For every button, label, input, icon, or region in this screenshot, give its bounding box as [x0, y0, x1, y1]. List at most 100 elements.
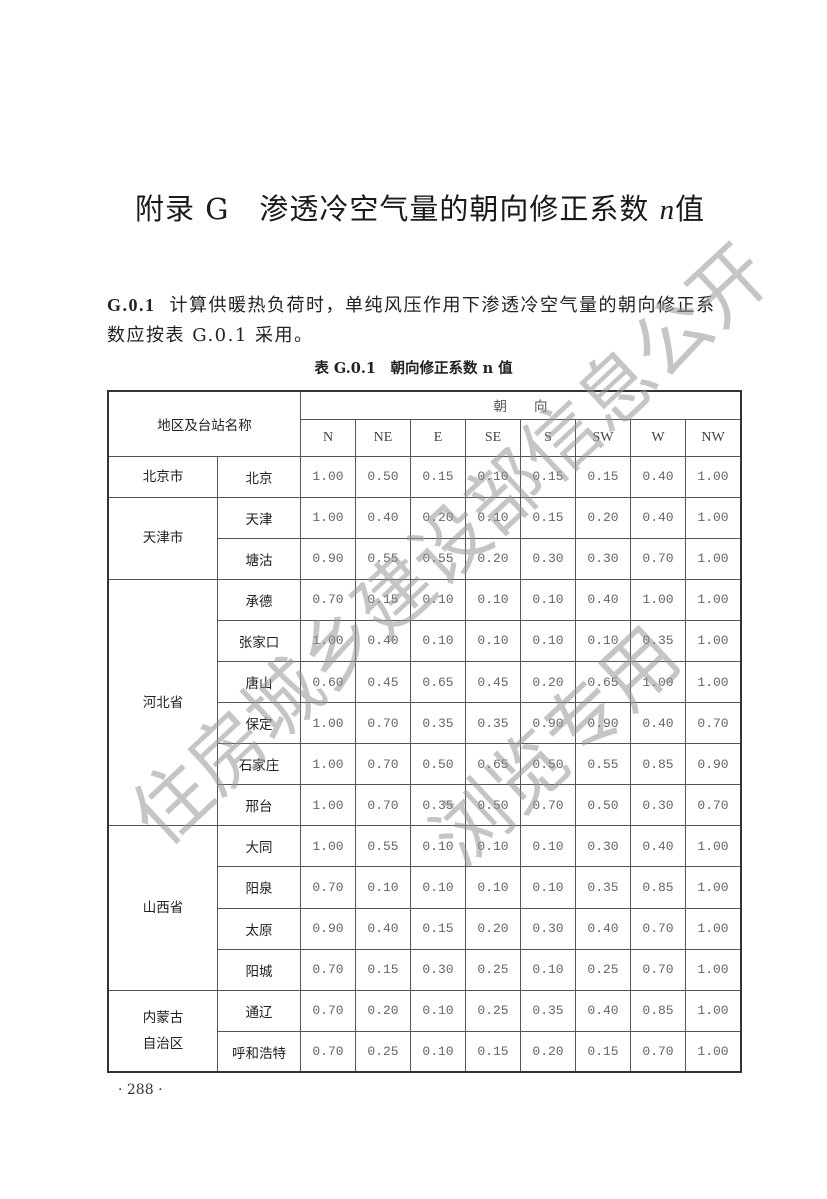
coefficient-cell: 0.15 — [355, 578, 411, 621]
coefficient-cell: 0.65 — [465, 743, 521, 786]
coefficient-cell: 0.15 — [575, 1030, 631, 1073]
coefficient-cell: 0.10 — [465, 825, 521, 868]
coefficient-cell: 0.10 — [575, 619, 631, 662]
group-header: 朝 向 — [300, 390, 742, 420]
table-row: 石家庄 1.00 0.70 0.50 0.65 0.50 0.55 0.85 0.90 — [108, 743, 742, 786]
coefficient-cell: 0.15 — [410, 455, 466, 498]
coefficient-cell: 0.70 — [685, 702, 742, 745]
coefficient-cell: 0.50 — [575, 784, 631, 827]
direction-header: S — [520, 418, 576, 457]
coefficient-cell: 1.00 — [685, 537, 742, 580]
coefficient-cell: 0.65 — [575, 660, 631, 704]
station-cell: 石家庄 — [217, 743, 301, 786]
coefficient-cell: 0.30 — [410, 948, 466, 991]
coefficient-cell: 0.70 — [355, 743, 411, 786]
coefficient-cell: 1.00 — [685, 989, 742, 1032]
coefficient-cell: 0.10 — [410, 619, 466, 662]
coefficient-cell: 0.70 — [300, 1030, 356, 1073]
coefficient-cell: 0.10 — [520, 866, 576, 909]
station-cell: 保定 — [217, 702, 301, 745]
coefficient-cell: 0.10 — [410, 1030, 466, 1073]
direction-header: SE — [465, 418, 521, 457]
coefficient-cell: 0.55 — [410, 537, 466, 580]
title-variable: n — [659, 194, 676, 226]
coefficient-cell: 0.10 — [465, 619, 521, 662]
coefficient-cell: 1.00 — [685, 496, 742, 539]
coefficient-cell: 1.00 — [685, 1030, 742, 1073]
coefficient-cell: 0.50 — [520, 743, 576, 786]
table-row: 内蒙古 自治区 通辽 0.70 0.20 0.10 0.25 0.35 0.40 0.85 1.00 — [107, 989, 742, 1073]
coefficient-cell: 1.00 — [300, 619, 356, 662]
coefficient-cell: 0.20 — [465, 537, 521, 580]
coefficient-cell: 0.30 — [575, 537, 631, 580]
coefficient-cell: 0.15 — [410, 907, 466, 950]
coefficient-cell: 0.20 — [520, 660, 576, 704]
coefficient-cell: 1.00 — [300, 825, 356, 868]
coefficient-cell: 0.85 — [630, 989, 686, 1032]
coefficient-cell: 0.25 — [575, 948, 631, 991]
coefficient-cell: 0.30 — [575, 825, 631, 868]
coefficient-cell: 1.00 — [685, 660, 742, 704]
coefficient-cell: 0.90 — [300, 537, 356, 580]
coefficient-cell: 0.10 — [465, 578, 521, 621]
table-row: 唐山 0.60 0.45 0.65 0.45 0.20 0.65 1.00 1.00 — [108, 660, 742, 704]
coefficient-cell: 0.10 — [355, 866, 411, 909]
coefficient-cell: 0.10 — [410, 578, 466, 621]
coefficient-cell: 0.45 — [355, 660, 411, 704]
page-title: 附录 G 渗透冷空气量的朝向修正系数 n值 — [135, 186, 705, 228]
coefficient-cell: 0.25 — [355, 1030, 411, 1073]
coefficient-cell: 0.10 — [465, 455, 521, 498]
station-cell: 阳泉 — [217, 866, 301, 909]
region-cell: 河北省 — [107, 578, 218, 827]
coefficient-cell: 0.40 — [630, 702, 686, 745]
coefficient-cell: 0.70 — [685, 784, 742, 827]
direction-header: E — [410, 418, 466, 457]
direction-header: N — [300, 418, 356, 457]
coefficient-cell: 0.70 — [630, 948, 686, 991]
corner-header: 地区及台站名称 — [107, 390, 301, 457]
coefficient-cell: 0.15 — [575, 455, 631, 498]
coefficient-cell: 0.20 — [410, 496, 466, 539]
coefficient-cell: 0.90 — [300, 907, 356, 950]
coefficient-cell: 1.00 — [630, 578, 686, 621]
coefficient-cell: 0.15 — [520, 455, 576, 498]
coefficient-cell: 1.00 — [300, 496, 356, 539]
clause-paragraph: G.0.1 计算供暖热负荷时，单纯风压作用下渗透冷空气量的朝向修正系数应按表 G.… — [107, 290, 727, 351]
coefficient-cell: 1.00 — [300, 455, 356, 498]
table-row: 河北省 承德 0.70 0.15 0.10 0.10 0.10 0.40 1.00 1.00 — [107, 578, 742, 827]
coefficient-cell: 0.30 — [630, 784, 686, 827]
coefficient-cell: 0.85 — [630, 866, 686, 909]
coefficient-cell: 1.00 — [685, 455, 742, 498]
coefficient-cell: 0.55 — [575, 743, 631, 786]
coefficient-cell: 0.10 — [520, 619, 576, 662]
coefficient-cell: 0.90 — [520, 702, 576, 745]
coefficient-cell: 0.10 — [520, 948, 576, 991]
station-cell: 呼和浩特 — [217, 1030, 301, 1073]
coefficient-cell: 0.35 — [410, 784, 466, 827]
coefficient-cell: 0.35 — [575, 866, 631, 909]
coefficient-cell: 0.40 — [355, 619, 411, 662]
coefficient-cell: 0.35 — [410, 702, 466, 745]
coefficient-cell: 0.90 — [685, 743, 742, 786]
orientation-coefficient-table: 地区及台站名称 朝 向 N NE E SE S SW W NW 北京市 北京 1.00 0.50 0.… — [107, 390, 742, 1074]
coefficient-cell: 0.20 — [465, 907, 521, 950]
coefficient-cell: 1.00 — [300, 784, 356, 827]
coefficient-cell: 0.10 — [410, 825, 466, 868]
direction-header: NW — [685, 418, 742, 457]
coefficient-cell: 0.45 — [465, 660, 521, 704]
station-cell: 阳城 — [217, 948, 301, 991]
coefficient-cell: 0.10 — [520, 578, 576, 621]
coefficient-cell: 0.70 — [355, 784, 411, 827]
coefficient-cell: 0.20 — [355, 989, 411, 1032]
station-cell: 唐山 — [217, 660, 301, 704]
coefficient-cell: 0.10 — [520, 825, 576, 868]
coefficient-cell: 0.10 — [410, 989, 466, 1032]
coefficient-cell: 1.00 — [630, 660, 686, 704]
coefficient-cell: 0.35 — [630, 619, 686, 662]
coefficient-cell: 0.40 — [355, 496, 411, 539]
region-cell: 天津市 — [107, 496, 218, 580]
table-row: 山西省 大同 1.00 0.55 0.10 0.10 0.10 0.30 0.40 1.00 — [107, 825, 742, 991]
coefficient-cell: 0.85 — [630, 743, 686, 786]
coefficient-cell: 0.40 — [575, 578, 631, 621]
station-cell: 张家口 — [217, 619, 301, 662]
